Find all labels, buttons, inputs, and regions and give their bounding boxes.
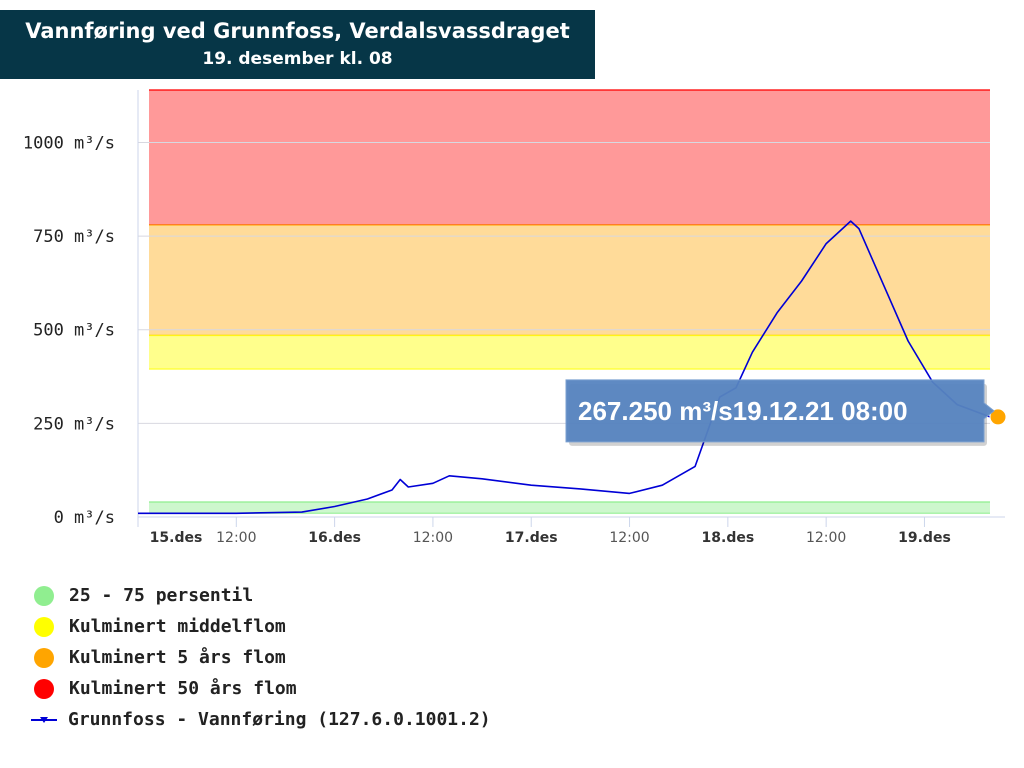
legend-series-label: Grunnfoss - Vannføring (127.6.0.1001.2) bbox=[68, 709, 491, 730]
plot-area bbox=[138, 90, 990, 517]
y-tick-label: 0 m³/s bbox=[54, 508, 115, 528]
y-tick-label: 500 m³/s bbox=[33, 321, 115, 341]
x-tick-label: 12:00 bbox=[609, 530, 649, 546]
x-tick-label: 18.des bbox=[702, 530, 755, 546]
flow-chart[interactable]: 0 m³/s 250 m³/s 500 m³/s 750 m³/s 1000 m³/s 1… bbox=[0, 80, 1024, 570]
x-tick-label: 19.des bbox=[898, 530, 951, 546]
hover-marker bbox=[989, 408, 1007, 426]
legend-dot-icon bbox=[34, 647, 54, 668]
series-line-1 bbox=[138, 220, 991, 515]
chart-title: Vannføring ved Grunnfoss, Verdalsvassdra… bbox=[25, 19, 570, 43]
legend-label: Kulminert middelflom bbox=[69, 616, 286, 637]
band-4 bbox=[149, 90, 990, 225]
legend-dot-icon bbox=[34, 616, 54, 637]
band-1 bbox=[149, 502, 990, 514]
x-tick-label: 12:00 bbox=[216, 530, 256, 546]
x-tick-label: 15.des bbox=[150, 530, 203, 546]
legend-dot-icon bbox=[34, 678, 54, 699]
chart-title-banner: Vannføring ved Grunnfoss, Verdalsvassdra… bbox=[0, 10, 595, 79]
legend-item-middelflom[interactable]: Kulminert middelflom bbox=[31, 611, 491, 642]
tooltip[interactable]: 267.250 m³/s19.12.21 08:00 bbox=[565, 379, 995, 446]
legend-label: Kulminert 50 års flom bbox=[69, 678, 297, 699]
tooltip-text: 267.250 m³/s19.12.21 08:00 bbox=[578, 396, 908, 426]
legend-item-50-ars-flom[interactable]: Kulminert 50 års flom bbox=[31, 673, 491, 704]
x-tick-label: 16.des bbox=[308, 530, 361, 546]
band-3 bbox=[149, 224, 990, 336]
legend: 25 - 75 persentil Kulminert middelflom K… bbox=[31, 580, 491, 735]
x-tick-label: 17.des bbox=[505, 530, 558, 546]
series-line-icon bbox=[31, 710, 57, 730]
x-tick-label: 12:00 bbox=[413, 530, 453, 546]
chart-subtitle: 19. desember kl. 08 bbox=[202, 49, 393, 69]
band-2 bbox=[149, 335, 990, 370]
y-tick-label: 1000 m³/s bbox=[23, 133, 115, 153]
legend-item-series[interactable]: Grunnfoss - Vannføring (127.6.0.1001.2) bbox=[31, 704, 491, 735]
tooltip-value: 267.250 m³/s bbox=[578, 396, 733, 426]
tooltip-time: 19.12.21 08:00 bbox=[733, 396, 908, 426]
legend-item-percentile[interactable]: 25 - 75 persentil bbox=[31, 580, 491, 611]
legend-label: 25 - 75 persentil bbox=[69, 585, 254, 606]
legend-label: Kulminert 5 års flom bbox=[69, 647, 286, 668]
tooltip-box bbox=[565, 379, 995, 443]
y-tick-label: 750 m³/s bbox=[33, 227, 115, 247]
x-tick-label: 12:00 bbox=[806, 530, 846, 546]
legend-item-5-ars-flom[interactable]: Kulminert 5 års flom bbox=[31, 642, 491, 673]
y-tick-label: 250 m³/s bbox=[33, 414, 115, 434]
legend-dot-icon bbox=[34, 585, 54, 606]
